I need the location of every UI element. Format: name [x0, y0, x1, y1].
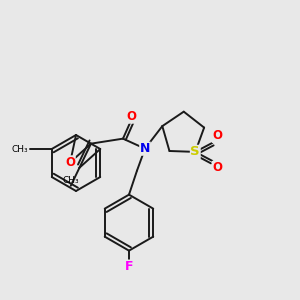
Text: N: N	[140, 142, 150, 155]
Text: CH₃: CH₃	[11, 145, 28, 154]
Text: O: O	[126, 110, 136, 123]
Text: O: O	[65, 156, 75, 169]
Text: S: S	[190, 146, 200, 158]
Text: O: O	[212, 161, 222, 174]
Text: CH₃: CH₃	[62, 176, 79, 185]
Text: F: F	[125, 260, 133, 273]
Text: O: O	[212, 129, 222, 142]
